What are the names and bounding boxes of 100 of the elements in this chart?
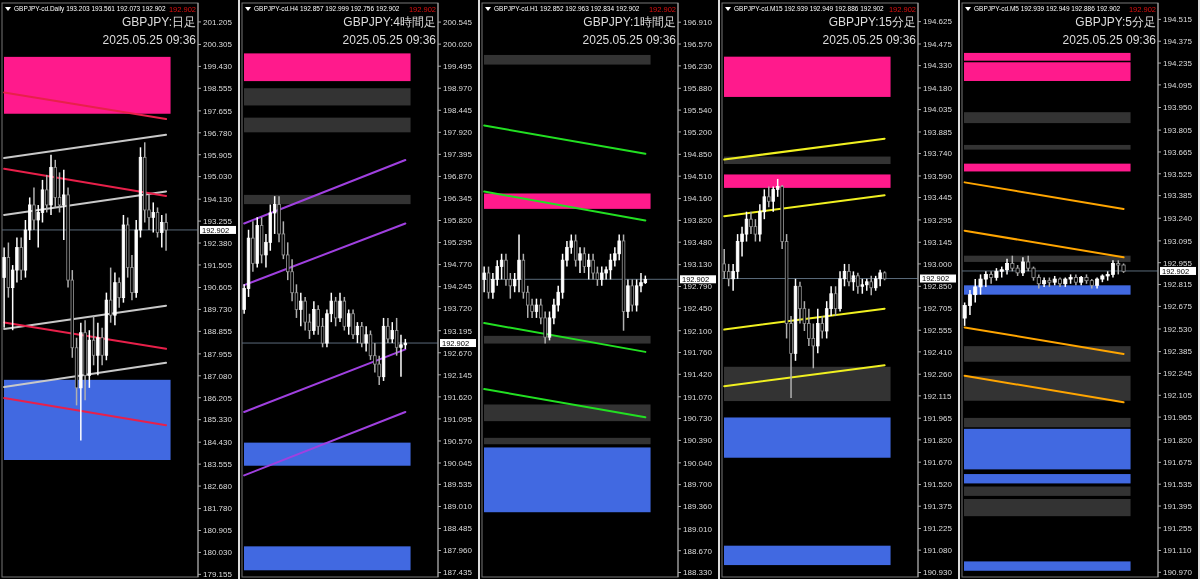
text: GBPJPY:日足 (121, 15, 196, 29)
y-tick-label: 193.145 (923, 238, 953, 248)
candlestick (364, 325, 368, 353)
y-tick-label: 197.655 (203, 106, 233, 116)
y-tick-label: 192.555 (923, 326, 953, 336)
candlestick (333, 296, 338, 328)
candlestick (582, 246, 587, 274)
y-tick-label: 191.620 (443, 392, 473, 402)
y-tick-label: 189.360 (683, 502, 713, 512)
y-tick-label: 190.930 (923, 568, 953, 578)
candlestick (338, 291, 342, 323)
y-tick-label: 192.245 (1163, 369, 1193, 379)
candlestick (989, 270, 994, 285)
y-tick-label: 194.375 (1163, 37, 1193, 47)
candlestick (160, 214, 164, 249)
y-tick-label: 192.815 (1163, 280, 1193, 290)
y-tick-label: 193.385 (1163, 191, 1193, 201)
y-tick-label: 200.020 (443, 39, 473, 49)
candlestick (833, 285, 838, 317)
y-tick-label: 191.375 (923, 501, 953, 511)
y-tick-label: 180.905 (203, 526, 233, 536)
candlestick (573, 233, 578, 268)
y-tick-label: 199.495 (443, 61, 473, 71)
y-tick-label: 199.430 (203, 62, 233, 72)
candlestick (151, 201, 155, 234)
y-tick-label: 194.235 (1163, 58, 1193, 68)
y-tick-label: 191.535 (1163, 479, 1193, 489)
candlestick (57, 171, 62, 214)
candlestick (299, 291, 303, 328)
candlestick (534, 297, 539, 319)
y-tick-label: 195.295 (443, 238, 473, 248)
text: GBPJPY:1時間足 (583, 15, 676, 29)
y-tick-label: 195.030 (203, 172, 233, 182)
text: 2025.05.25 09:36 (1062, 33, 1157, 47)
candlestick (499, 253, 504, 281)
y-tick-label: 192.100 (683, 326, 713, 336)
y-tick-label: 190.730 (683, 414, 713, 424)
candlestick (15, 236, 19, 284)
y-tick-label: 191.420 (683, 370, 713, 380)
y-tick-label: 190.970 (1163, 568, 1193, 578)
y-tick-label: 194.035 (923, 105, 953, 115)
y-tick-label: 198.555 (203, 84, 233, 94)
y-tick-label: 188.670 (683, 546, 713, 556)
y-tick-label: 192.670 (443, 348, 473, 358)
y-tick-label: 188.330 (683, 568, 713, 578)
y-tick-label: 193.885 (923, 127, 953, 137)
y-tick-label: 180.030 (203, 548, 233, 558)
y-tick-label: 192.260 (923, 370, 953, 380)
candlestick (355, 321, 360, 344)
y-tick-label: 192.145 (443, 370, 473, 380)
candlestick (303, 296, 307, 332)
candlestick (587, 253, 591, 281)
y-tick-label: 194.160 (683, 194, 713, 204)
y-tick-label: 193.095 (1163, 236, 1193, 246)
y-tick-label: 179.155 (203, 570, 233, 579)
y-tick-label: 191.760 (683, 348, 713, 358)
y-tick-label: 191.080 (923, 545, 953, 555)
y-tick-label: 190.040 (683, 458, 713, 468)
y-tick-label: 191.965 (923, 414, 953, 424)
y-tick-label: 197.920 (443, 128, 473, 138)
text: 2025.05.25 09:36 (582, 33, 677, 47)
y-tick-label: 191.395 (1163, 501, 1193, 511)
y-tick-label: 193.295 (923, 215, 953, 225)
y-tick-label: 191.095 (443, 414, 473, 424)
candlestick (517, 233, 521, 293)
y-tick-label: 190.045 (443, 458, 473, 468)
y-tick-label: 189.010 (443, 502, 473, 512)
candlestick (45, 174, 49, 214)
y-tick-label: 192.955 (1163, 258, 1193, 268)
candlestick (726, 263, 731, 288)
candlestick (399, 333, 403, 378)
y-tick-label: 192.530 (1163, 324, 1193, 334)
y-tick-label: 193.480 (683, 238, 713, 248)
y-tick-label: 198.970 (443, 84, 473, 94)
y-tick-label: 197.395 (443, 150, 473, 160)
text: 2025.05.25 09:36 (102, 33, 197, 47)
y-tick-label: 193.820 (683, 216, 713, 226)
y-tick-label: 187.435 (443, 568, 473, 578)
y-tick-label: 193.665 (1163, 147, 1193, 157)
candlestick (62, 169, 66, 241)
y-tick-label: 192.380 (203, 238, 233, 248)
candlestick (851, 270, 856, 292)
y-tick-label: 193.255 (203, 216, 233, 226)
candlestick (798, 281, 802, 325)
y-tick-label: 192.115 (923, 391, 952, 401)
y-tick-label: 187.955 (203, 349, 233, 359)
text: GBPJPY:5分足 (1075, 15, 1156, 29)
candlestick (749, 210, 753, 235)
y-tick-label: 195.905 (203, 150, 233, 160)
y-tick-label: 195.540 (683, 105, 713, 115)
y-tick-label: 198.445 (443, 106, 473, 116)
y-tick-label: 196.345 (443, 194, 473, 204)
candlestick (591, 253, 595, 281)
y-tick-label: 194.130 (203, 194, 233, 204)
y-tick-label: 194.475 (923, 39, 953, 49)
y-tick-label: 195.820 (443, 216, 473, 226)
y-tick-label: 189.535 (443, 480, 473, 490)
y-tick-label: 193.740 (923, 149, 953, 159)
text: GBPJPY:4時間足 (343, 15, 436, 29)
candlestick (155, 206, 160, 239)
